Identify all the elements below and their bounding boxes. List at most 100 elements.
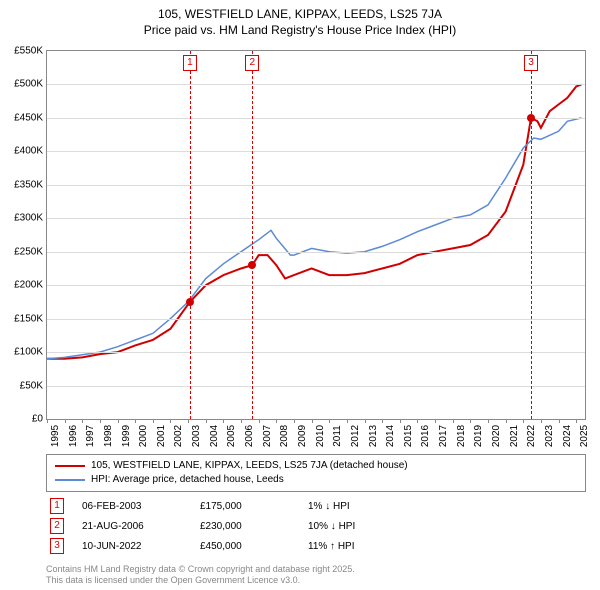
x-tick bbox=[294, 419, 295, 423]
x-axis-label: 2019 bbox=[473, 425, 484, 447]
sale-marker-box: 1 bbox=[183, 55, 197, 71]
x-tick bbox=[541, 419, 542, 423]
x-axis-label: 2025 bbox=[579, 425, 590, 447]
x-axis-label: 2000 bbox=[138, 425, 149, 447]
x-axis-label: 2024 bbox=[562, 425, 573, 447]
x-tick bbox=[329, 419, 330, 423]
x-tick bbox=[259, 419, 260, 423]
y-axis-label: £150K bbox=[3, 313, 43, 324]
legend-box: 105, WESTFIELD LANE, KIPPAX, LEEDS, LS25… bbox=[46, 454, 586, 492]
chart-container: 105, WESTFIELD LANE, KIPPAX, LEEDS, LS25… bbox=[0, 0, 600, 590]
chart-plot-area: £0£50K£100K£150K£200K£250K£300K£350K£400… bbox=[46, 50, 586, 420]
x-axis-label: 2007 bbox=[262, 425, 273, 447]
y-axis-label: £400K bbox=[3, 146, 43, 157]
sale-row-3: 3 10-JUN-2022 £450,000 11% ↑ HPI bbox=[46, 536, 586, 556]
x-tick bbox=[453, 419, 454, 423]
x-axis-label: 2021 bbox=[509, 425, 520, 447]
y-gridline bbox=[47, 84, 585, 85]
series-line-hpi bbox=[47, 118, 582, 359]
legend-label-hpi: HPI: Average price, detached house, Leed… bbox=[91, 473, 284, 487]
sale-price-2: £230,000 bbox=[200, 521, 290, 532]
x-axis-label: 2011 bbox=[332, 425, 343, 447]
sale-row-2: 2 21-AUG-2006 £230,000 10% ↓ HPI bbox=[46, 516, 586, 536]
x-axis-label: 1997 bbox=[85, 425, 96, 447]
sale-marker-line bbox=[252, 51, 253, 419]
y-gridline bbox=[47, 285, 585, 286]
sale-point-dot bbox=[186, 298, 194, 306]
y-gridline bbox=[47, 319, 585, 320]
sale-diff-2: 10% ↓ HPI bbox=[308, 521, 428, 532]
y-axis-label: £200K bbox=[3, 280, 43, 291]
x-axis-label: 2018 bbox=[456, 425, 467, 447]
y-gridline bbox=[47, 218, 585, 219]
x-axis-label: 2014 bbox=[385, 425, 396, 447]
x-tick bbox=[223, 419, 224, 423]
x-axis-label: 2010 bbox=[315, 425, 326, 447]
x-tick bbox=[82, 419, 83, 423]
x-tick bbox=[206, 419, 207, 423]
x-tick bbox=[241, 419, 242, 423]
title-line2: Price paid vs. HM Land Registry's House … bbox=[0, 22, 600, 38]
x-axis-label: 2022 bbox=[526, 425, 537, 447]
x-axis-label: 2006 bbox=[244, 425, 255, 447]
x-axis-label: 2015 bbox=[403, 425, 414, 447]
x-tick bbox=[65, 419, 66, 423]
sale-diff-1: 1% ↓ HPI bbox=[308, 501, 428, 512]
x-tick bbox=[347, 419, 348, 423]
x-axis-label: 2009 bbox=[297, 425, 308, 447]
y-axis-label: £250K bbox=[3, 246, 43, 257]
legend-swatch-hpi bbox=[55, 479, 85, 481]
sale-marker-box: 2 bbox=[245, 55, 259, 71]
y-axis-label: £300K bbox=[3, 213, 43, 224]
y-gridline bbox=[47, 386, 585, 387]
x-axis-label: 1999 bbox=[121, 425, 132, 447]
sale-row-1: 1 06-FEB-2003 £175,000 1% ↓ HPI bbox=[46, 496, 586, 516]
x-axis-label: 1996 bbox=[68, 425, 79, 447]
sale-marker-line bbox=[531, 51, 532, 419]
x-tick bbox=[417, 419, 418, 423]
x-axis-label: 2017 bbox=[438, 425, 449, 447]
x-tick bbox=[506, 419, 507, 423]
legend-row-hpi: HPI: Average price, detached house, Leed… bbox=[55, 473, 577, 487]
x-tick bbox=[153, 419, 154, 423]
x-axis-label: 2003 bbox=[191, 425, 202, 447]
sale-date-3: 10-JUN-2022 bbox=[82, 541, 182, 552]
x-axis-label: 2005 bbox=[226, 425, 237, 447]
x-axis-label: 2020 bbox=[491, 425, 502, 447]
sale-price-3: £450,000 bbox=[200, 541, 290, 552]
x-tick bbox=[488, 419, 489, 423]
x-axis-label: 1995 bbox=[50, 425, 61, 447]
y-gridline bbox=[47, 352, 585, 353]
x-tick bbox=[400, 419, 401, 423]
title-block: 105, WESTFIELD LANE, KIPPAX, LEEDS, LS25… bbox=[0, 0, 600, 38]
y-axis-label: £550K bbox=[3, 46, 43, 57]
chart-lines-svg bbox=[47, 51, 585, 419]
x-axis-label: 2012 bbox=[350, 425, 361, 447]
x-axis-label: 2023 bbox=[544, 425, 555, 447]
sale-marker-2: 2 bbox=[50, 518, 64, 534]
x-tick bbox=[365, 419, 366, 423]
footer-attribution: Contains HM Land Registry data © Crown c… bbox=[46, 564, 355, 587]
x-axis-label: 2004 bbox=[209, 425, 220, 447]
x-tick bbox=[100, 419, 101, 423]
title-line1: 105, WESTFIELD LANE, KIPPAX, LEEDS, LS25… bbox=[0, 6, 600, 22]
footer-line1: Contains HM Land Registry data © Crown c… bbox=[46, 564, 355, 575]
x-tick bbox=[135, 419, 136, 423]
y-gridline bbox=[47, 185, 585, 186]
x-tick bbox=[47, 419, 48, 423]
y-gridline bbox=[47, 252, 585, 253]
x-tick bbox=[170, 419, 171, 423]
y-axis-label: £0 bbox=[3, 414, 43, 425]
sale-point-dot bbox=[527, 114, 535, 122]
sale-marker-line bbox=[190, 51, 191, 419]
y-axis-label: £350K bbox=[3, 179, 43, 190]
sale-date-2: 21-AUG-2006 bbox=[82, 521, 182, 532]
x-axis-label: 2013 bbox=[368, 425, 379, 447]
legend-swatch-property bbox=[55, 465, 85, 467]
sale-marker-3: 3 bbox=[50, 538, 64, 554]
x-tick bbox=[382, 419, 383, 423]
sale-price-1: £175,000 bbox=[200, 501, 290, 512]
x-tick bbox=[523, 419, 524, 423]
legend-label-property: 105, WESTFIELD LANE, KIPPAX, LEEDS, LS25… bbox=[91, 459, 408, 473]
x-tick bbox=[276, 419, 277, 423]
